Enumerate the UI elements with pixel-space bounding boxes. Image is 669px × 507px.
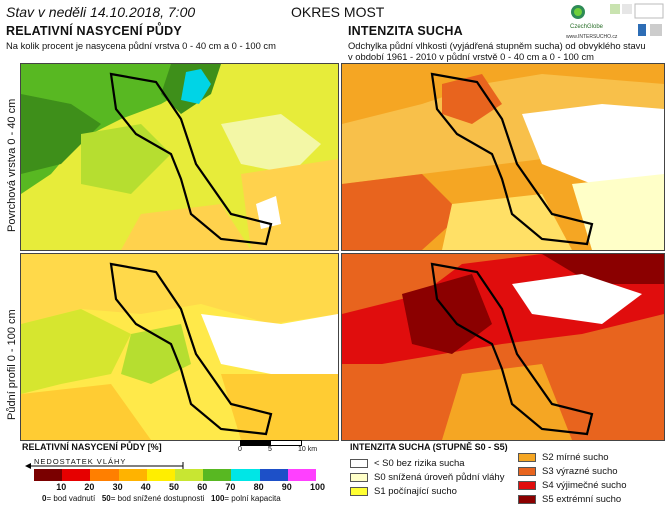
saturation-tick-label: 90 xyxy=(281,482,292,492)
map-drought-top xyxy=(341,63,665,251)
right-subtitle-1: Odchylka půdní vlhkosti (vyjádřená stupn… xyxy=(348,40,646,51)
drought-swatch xyxy=(350,459,368,468)
saturation-color-scale xyxy=(34,469,317,481)
saturation-notes: 0= bod vadnutí 50= bod snížené dostupnos… xyxy=(42,494,281,503)
logo-text-intersucho: www.INTERSUCHO.cz xyxy=(566,34,618,40)
map-saturation-top xyxy=(20,63,339,251)
date-title: Stav v neděli 14.10.2018, 7:00 xyxy=(6,4,196,20)
saturation-tick-label: 50 xyxy=(169,482,180,492)
saturation-tick-label: 30 xyxy=(112,482,123,492)
map-saturation-bottom xyxy=(20,253,339,441)
saturation-tick-label: 70 xyxy=(225,482,236,492)
note-100-text: = polní kapacita xyxy=(224,494,281,503)
drought-legend-item: S4 výjimečné sucho xyxy=(518,480,626,491)
saturation-ticks: 10 20 30 40 50 60 70 80 90 100 xyxy=(34,482,325,494)
drought-swatch xyxy=(518,495,536,504)
district-title: OKRES MOST xyxy=(291,4,385,20)
right-title: INTENZITA SUCHA xyxy=(348,24,463,38)
map-drought-bottom xyxy=(341,253,665,441)
drought-legend-item: S0 snížená úroveň půdní vláhy xyxy=(350,472,504,483)
saturation-tick-label: 20 xyxy=(84,482,95,492)
saturation-swatch xyxy=(231,469,260,481)
note-0-value: 0 xyxy=(42,494,47,503)
saturation-swatch xyxy=(175,469,204,481)
drought-swatch xyxy=(350,473,368,482)
row-label-top: Povrchová vrstva 0 - 40 cm xyxy=(6,98,18,232)
left-subtitle: Na kolik procent je nasycena půdní vrstv… xyxy=(6,40,276,51)
drought-legend-label: S0 snížená úroveň půdní vláhy xyxy=(374,472,505,483)
drought-legend-label: S2 mírné sucho xyxy=(542,452,609,463)
saturation-swatch xyxy=(287,469,317,481)
drought-swatch xyxy=(518,467,536,476)
saturation-tick-label: 40 xyxy=(140,482,151,492)
drought-legend-item: S3 výrazné sucho xyxy=(518,466,618,477)
note-100-value: 100 xyxy=(211,494,225,503)
legend-saturation-title: RELATIVNÍ NASYCENÍ PŮDY [%] xyxy=(22,442,162,452)
saturation-tick-label: 10 xyxy=(56,482,67,492)
scale-label-5: 5 xyxy=(268,446,272,453)
saturation-swatch xyxy=(203,469,232,481)
scale-bar: 0 5 10 km xyxy=(238,440,320,454)
drought-legend-item: S2 mírné sucho xyxy=(518,452,609,463)
drought-legend-label: S5 extrémní sucho xyxy=(542,494,622,505)
deficit-label: NEDOSTATEK VLÁHY xyxy=(34,457,127,466)
logo-text-czechglobe: CzechGlobe xyxy=(570,24,604,30)
saturation-tick-label: 100 xyxy=(310,482,326,492)
note-50-value: 50 xyxy=(101,494,111,503)
drought-swatch xyxy=(518,453,536,462)
saturation-swatch xyxy=(90,469,119,481)
drought-legend-item: < S0 bez rizika sucha xyxy=(350,458,465,469)
scale-label-0: 0 xyxy=(238,446,242,453)
saturation-swatch xyxy=(146,469,176,481)
drought-legend-label: S3 výrazné sucho xyxy=(542,466,618,477)
drought-swatch xyxy=(518,481,536,490)
drought-legend-label: S4 výjimečné sucho xyxy=(542,480,627,491)
note-0-text: = bod vadnutí xyxy=(46,494,96,503)
saturation-swatch xyxy=(62,469,91,481)
saturation-tick-label: 60 xyxy=(197,482,208,492)
deficit-arrow-icon xyxy=(25,462,184,470)
drought-legend-label: S1 počínající sucho xyxy=(374,486,457,497)
saturation-swatch xyxy=(118,469,147,481)
note-50-text: = bod snížené dostupnosti xyxy=(110,494,205,503)
row-label-bottom: Půdní profil 0 - 100 cm xyxy=(6,309,18,420)
saturation-swatch xyxy=(259,469,288,481)
drought-legend-item: S5 extrémní sucho xyxy=(518,494,621,505)
drought-legend-label: < S0 bez rizika sucha xyxy=(374,458,465,469)
saturation-swatch xyxy=(34,469,63,481)
drought-legend-item: S1 počínající sucho xyxy=(350,486,457,497)
right-subtitle-2: v období 1961 - 2010 v půdní vrstvě 0 - … xyxy=(348,51,594,62)
legend-drought-title: INTENZITA SUCHA (STUPNĚ S0 - S5) xyxy=(350,442,508,452)
drought-swatch xyxy=(350,487,368,496)
scale-label-10: 10 km xyxy=(298,446,318,453)
logos: CzechGlobe www.INTERSUCHO.cz xyxy=(560,2,666,40)
saturation-tick-label: 80 xyxy=(253,482,264,492)
czechglobe-logo-icon: CzechGlobe www.INTERSUCHO.cz xyxy=(566,3,664,40)
left-title: RELATIVNÍ NASYCENÍ PŮDY xyxy=(6,24,182,38)
